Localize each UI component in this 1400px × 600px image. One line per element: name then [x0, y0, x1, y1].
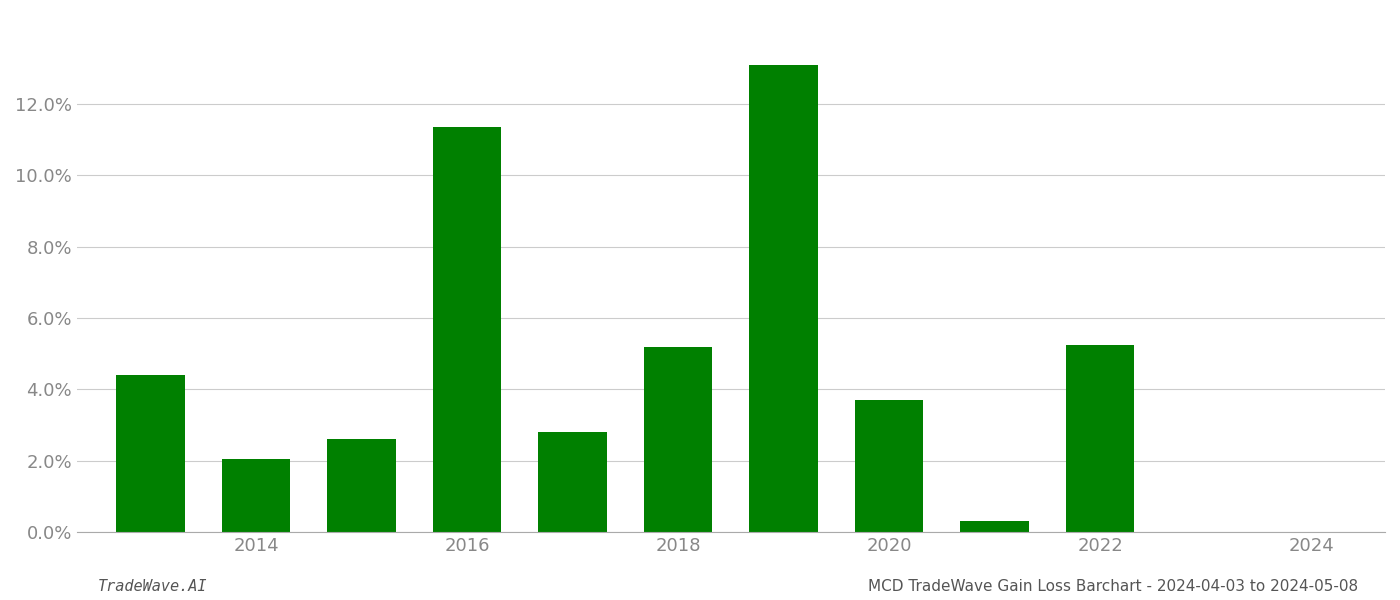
Bar: [328, 439, 396, 532]
Text: TradeWave.AI: TradeWave.AI: [98, 579, 207, 594]
Bar: [223, 459, 290, 532]
Bar: [749, 65, 818, 532]
Bar: [960, 521, 1029, 532]
Bar: [116, 375, 185, 532]
Bar: [855, 400, 924, 532]
Bar: [433, 127, 501, 532]
Text: MCD TradeWave Gain Loss Barchart - 2024-04-03 to 2024-05-08: MCD TradeWave Gain Loss Barchart - 2024-…: [868, 579, 1358, 594]
Bar: [1065, 345, 1134, 532]
Bar: [539, 432, 608, 532]
Bar: [644, 347, 713, 532]
